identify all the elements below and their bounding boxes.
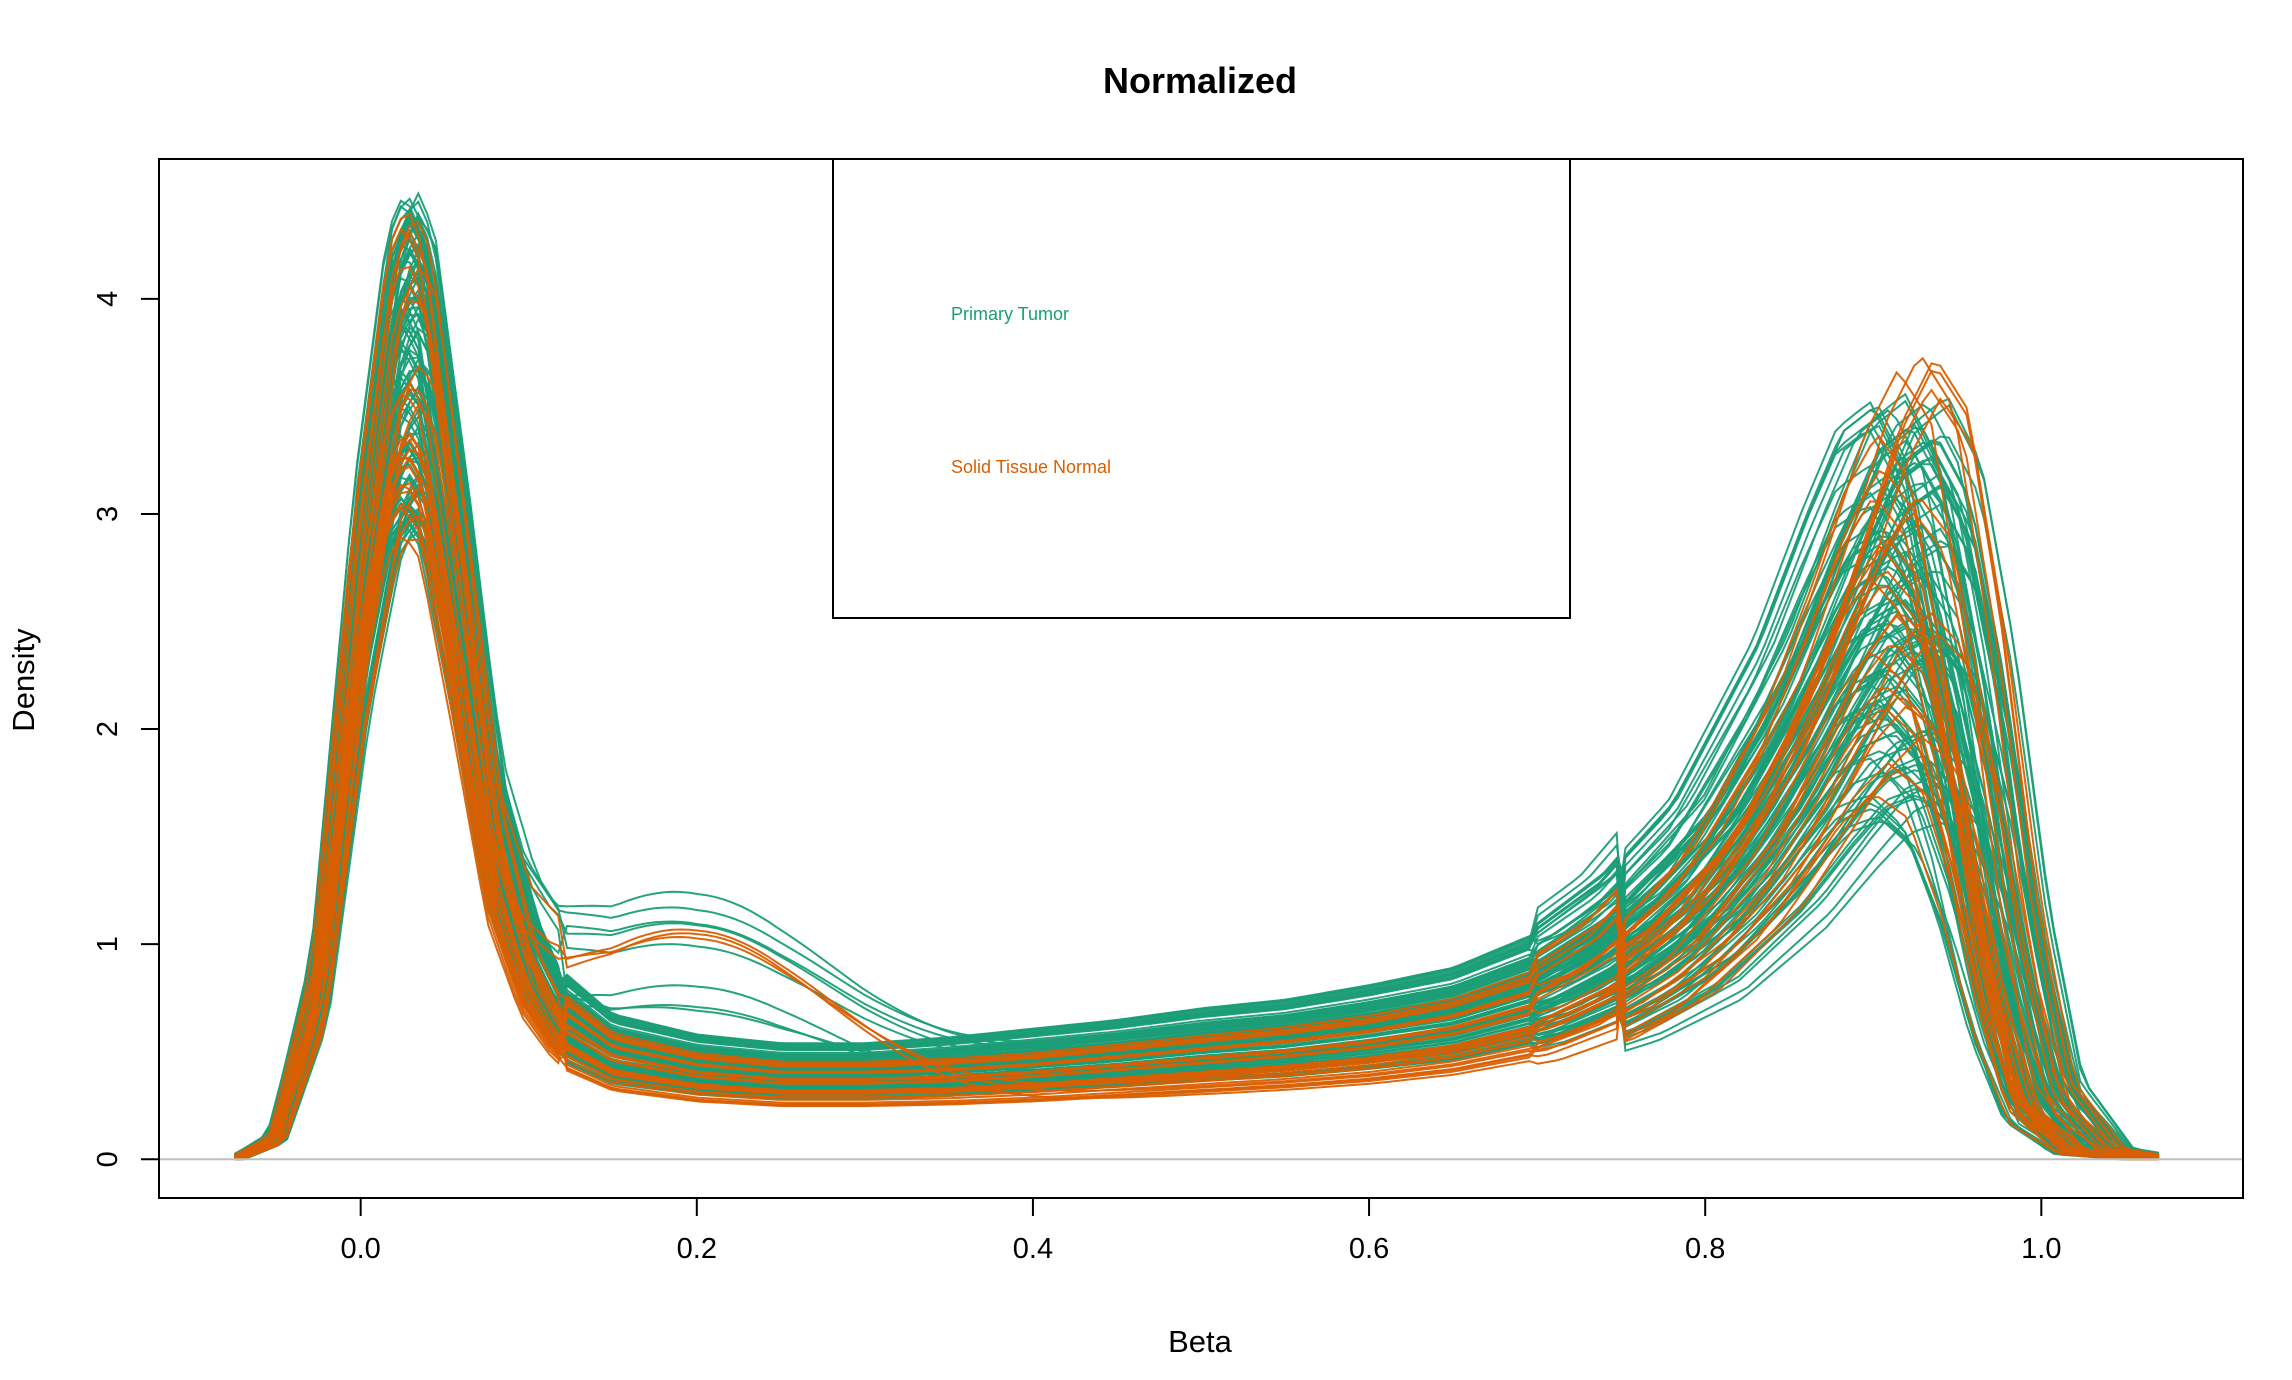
density-line xyxy=(234,364,2159,1161)
y-tick-label: 4 xyxy=(92,291,124,307)
x-axis-label: Beta xyxy=(1168,1324,1233,1359)
x-tick-label: 1.0 xyxy=(2021,1233,2061,1265)
legend: Primary Tumor Solid Tissue Normal xyxy=(832,158,1571,619)
y-tick-label: 2 xyxy=(92,721,124,737)
x-axis: 0.0 0.2 0.4 0.6 0.8 1.0 xyxy=(341,1197,2061,1265)
y-tick-label: 1 xyxy=(92,936,124,952)
y-tick-label: 3 xyxy=(92,506,124,522)
density-line xyxy=(234,403,2159,1161)
x-tick-label: 0.8 xyxy=(1685,1233,1725,1265)
density-line xyxy=(234,299,2160,1160)
density-line xyxy=(234,388,2159,1161)
chart-title: Normalized xyxy=(1103,60,1297,101)
y-tick-label: 0 xyxy=(92,1151,124,1167)
density-line xyxy=(234,200,2160,1161)
density-line xyxy=(234,221,2160,1161)
density-line xyxy=(234,246,2160,1161)
density-line xyxy=(234,229,2159,1161)
density-line xyxy=(234,447,2159,1161)
x-tick-label: 0.0 xyxy=(341,1233,381,1265)
density-line xyxy=(234,380,2159,1161)
y-axis-label: Density xyxy=(6,628,41,732)
density-line xyxy=(234,465,2160,1161)
density-line xyxy=(234,393,2160,1161)
y-axis: 0 1 2 3 4 xyxy=(92,291,160,1167)
x-tick-label: 0.2 xyxy=(677,1233,717,1265)
x-tick-label: 0.4 xyxy=(1013,1233,1053,1265)
legend-box xyxy=(832,158,1571,619)
density-curves xyxy=(234,191,2160,1161)
legend-label-solid-tissue-normal: Solid Tissue Normal xyxy=(951,457,1111,477)
legend-label-primary-tumor: Primary Tumor xyxy=(951,304,1069,324)
density-line xyxy=(234,431,2159,1161)
x-tick-label: 0.6 xyxy=(1349,1233,1389,1265)
density-line xyxy=(234,503,2159,1161)
density-line xyxy=(234,227,2160,1160)
